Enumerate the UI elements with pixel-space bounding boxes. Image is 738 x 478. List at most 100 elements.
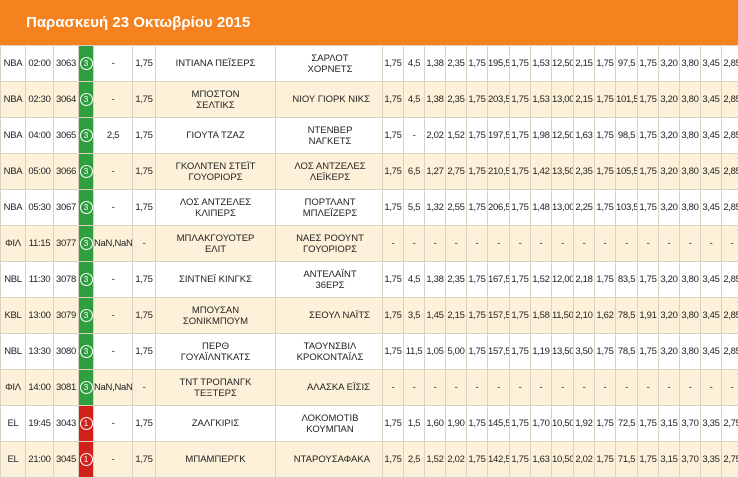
- home-team: ΜΠΟΣΤΟΝ ΣΕΛΤΙΚΣ: [191, 88, 240, 111]
- odd: 105,5: [615, 153, 638, 190]
- status-badge: 3: [79, 201, 93, 214]
- odd: 1,52: [424, 441, 446, 478]
- away-team: ΠΟΡΤΛΑΝΤ ΜΠΛΕΪΖΕΡΣ: [302, 196, 358, 219]
- match-code: 3077: [53, 225, 79, 262]
- odd: 1,75: [594, 81, 616, 118]
- status-cell: 3: [78, 297, 94, 334]
- handicap: -: [93, 333, 133, 370]
- odd: 5,00: [445, 333, 467, 370]
- match-row: NBA 02:30 3064 3-1,75 ΜΠΟΣΤΟΝ ΣΕΛΤΙΚΣ ΝΙΟΥ ΓΙ…: [0, 81, 738, 118]
- home-team-cell: ΤΝΤ ΤΡΟΠΑΝΓΚ ΤΕΞΤΕΡΣ: [155, 369, 276, 406]
- odd: 11,5: [403, 333, 425, 370]
- status-cell: 3: [78, 117, 94, 154]
- odd: -: [551, 369, 574, 406]
- odd: -: [445, 225, 467, 262]
- handicap: -: [93, 189, 133, 226]
- odd: 2,02: [424, 117, 446, 154]
- line-odds: 1,75: [132, 297, 156, 334]
- odd: -: [637, 369, 659, 406]
- odd: 1,75: [466, 333, 488, 370]
- odd: 78,5: [615, 333, 638, 370]
- odd: 1,75: [466, 261, 488, 298]
- home-team-cell: ΜΠΟΥΣΑΝ ΣΟΝΙΚΜΠΟΥΜ: [155, 297, 276, 334]
- odd: 195,5: [487, 45, 510, 82]
- status-badge: 3: [79, 57, 93, 70]
- odd: 1,70: [530, 405, 552, 442]
- match-code: 3064: [53, 81, 79, 118]
- odd: 1,75: [509, 45, 531, 82]
- odd: 1,75: [637, 261, 659, 298]
- home-team: ΤΝΤ ΤΡΟΠΑΝΓΚ ΤΕΞΤΕΡΣ: [179, 376, 252, 399]
- odd: 1,75: [466, 189, 488, 226]
- odd: -: [403, 225, 425, 262]
- odd: -: [679, 225, 701, 262]
- odd: 2,85: [721, 117, 738, 154]
- odd: 12,50: [551, 117, 574, 154]
- time: 04:00: [25, 117, 54, 154]
- odd: -: [424, 225, 446, 262]
- odd: 4,5: [403, 81, 425, 118]
- odd: 3,5: [403, 297, 425, 334]
- odd: -: [594, 225, 616, 262]
- odd: 3,80: [679, 153, 701, 190]
- odd: 206,5: [487, 189, 510, 226]
- odd: 3,35: [700, 405, 722, 442]
- odd: 1,75: [466, 153, 488, 190]
- odd: -: [487, 225, 510, 262]
- match-row: ΦΙΛ 11:15 3077 3 NaN,NaN - ΜΠΛΑΚΓΟΥΟΤΕΡ ΕΛΙΤ ΝΑ…: [0, 225, 738, 262]
- league: ΦΙΛ: [0, 225, 26, 262]
- odd: 1,75: [382, 45, 404, 82]
- match-code: 3080: [53, 333, 79, 370]
- odd: 3,45: [700, 333, 722, 370]
- odd: 167,5: [487, 261, 510, 298]
- odd: 1,92: [573, 405, 595, 442]
- odd: 3,45: [700, 297, 722, 334]
- away-team-cell: ΝΤΑΡΟΥΣΑΦΑΚΑ: [275, 441, 383, 478]
- odd: -: [573, 225, 595, 262]
- odd: 1,5: [403, 405, 425, 442]
- status-cell: 3: [78, 81, 94, 118]
- away-team: ΑΛΑΣΚΑ ΕΪΣΙΣ: [306, 382, 370, 393]
- away-team: ΝΙΟΥ ΓΙΟΡΚ ΝΙΚΣ: [292, 94, 370, 105]
- odd: 1,05: [424, 333, 446, 370]
- odd: 3,80: [679, 261, 701, 298]
- odd: 1,75: [509, 333, 531, 370]
- odd: -: [445, 369, 467, 406]
- odd: 1,75: [509, 441, 531, 478]
- odd: 1,75: [637, 189, 659, 226]
- odd: 13,50: [551, 333, 574, 370]
- odd: 1,75: [594, 189, 616, 226]
- match-row: NBA 04:00 3065 3 2,5 1,75 ΓΙΟΥΤΑ ΤΖΑΖ ΝΤΕΝΒΕΡ Ν…: [0, 117, 738, 154]
- time: 11:15: [25, 225, 54, 262]
- odd: 1,60: [424, 405, 446, 442]
- odd: 1,75: [637, 45, 659, 82]
- odd: 3,20: [658, 45, 680, 82]
- odd: 1,53: [530, 45, 552, 82]
- home-team-cell: ΓΙΟΥΤΑ ΤΖΑΖ: [155, 117, 276, 154]
- odd: 1,58: [530, 297, 552, 334]
- home-team-cell: ΖΑΛΓΚΙΡΙΣ: [155, 405, 276, 442]
- odd: 12,50: [551, 45, 574, 82]
- away-team-cell: ΝΑΕΣ ΡΟΟΥΝΤ ΓΟΥΟΡΙΟΡΣ: [275, 225, 383, 262]
- status-badge: 1: [79, 417, 93, 430]
- line-odds: 1,75: [132, 81, 156, 118]
- status-cell: 3: [78, 333, 94, 370]
- away-team: ΛΟΚΟΜΟΤΙΒ ΚΟΥΜΠΑΝ: [301, 412, 359, 435]
- away-team-cell: ΑΝΤΕΛΑΪΝΤ 36ΕΡΣ: [275, 261, 383, 298]
- line-odds: 1,75: [132, 45, 156, 82]
- handicap: -: [93, 405, 133, 442]
- odd: 101,5: [615, 81, 638, 118]
- odd: 1,75: [637, 153, 659, 190]
- odd: 2,15: [445, 297, 467, 334]
- handicap: 2,5: [93, 117, 133, 154]
- odd: 71,5: [615, 441, 638, 478]
- line-odds: 1,75: [132, 333, 156, 370]
- league: NBA: [0, 45, 26, 82]
- match-row: KBL 13:00 3079 3-1,75 ΜΠΟΥΣΑΝ ΣΟΝΙΚΜΠΟΥΜ ΣΕΟΥ…: [0, 297, 738, 334]
- status-cell: 1: [78, 441, 94, 478]
- odd: 1,75: [509, 405, 531, 442]
- odd: 2,55: [445, 189, 467, 226]
- odd: 72,5: [615, 405, 638, 442]
- league: NBA: [0, 117, 26, 154]
- status-badge: 3: [79, 237, 93, 250]
